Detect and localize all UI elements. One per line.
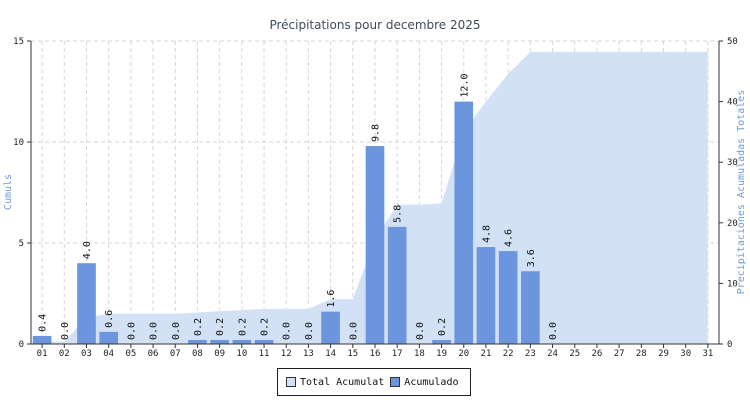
x-tick-label: 17 [392,349,403,359]
right-tick-label: 10 [727,279,738,289]
bar-value-label: 0.0 [304,322,315,340]
bar-value-labels: 0.4 0.0 4.0 0.6 0.0 0.0 0.0 0.2 0.2 0.2 0.2 0.0 0.0 1… [38,74,559,340]
legend-item-total: Total Acumulat [286,377,384,388]
x-tick-label: 30 [680,349,691,359]
chart-title: Précipitations pour decembre 2025 [269,18,480,32]
bar-day-21 [476,247,496,344]
bar-day-11 [254,339,274,344]
bar-day-01 [32,335,52,344]
bar-value-label: 0.0 [282,322,293,340]
x-tick-label: 20 [458,349,469,359]
x-tick-label: 18 [414,349,425,359]
cumulative-area-path [42,51,708,345]
bar-day-16 [365,146,385,344]
x-tick-label: 28 [636,349,647,359]
x-tick-label: 19 [436,349,447,359]
bar-value-label: 4.0 [82,241,93,259]
bar-value-label: 0.6 [104,310,115,328]
x-tick-label: 25 [569,349,580,359]
bar-day-22 [498,251,518,344]
x-tick-label: 05 [125,349,136,359]
x-tick-label: 03 [81,349,92,359]
right-tick-label: 0 [727,340,732,350]
bar-value-label: 0.0 [149,322,160,340]
x-tick-label: 13 [303,349,314,359]
x-tick-label: 08 [192,349,203,359]
left-tick-label: 5 [19,239,24,249]
bar-day-14 [321,311,340,344]
bar-day-04 [99,331,118,344]
legend-item-acumulado: Acumulado [390,377,458,388]
right-tick-label: 40 [727,98,738,108]
x-tick-label: 22 [503,349,514,359]
bar-value-label: 0.2 [260,318,271,336]
bar-value-label: 0.2 [437,318,448,336]
daily-bars [32,101,540,344]
x-tick-label: 29 [658,349,669,359]
x-tick-label: 24 [547,349,558,359]
bar-value-label: 4.8 [481,225,492,243]
x-tick-label: 10 [236,349,247,359]
x-tick-label: 12 [281,349,292,359]
bar-day-19 [432,339,451,344]
bar-value-label: 0.4 [38,314,49,332]
bar-value-label: 3.6 [526,249,537,267]
x-tick-label: 27 [614,349,625,359]
x-tick-label: 09 [214,349,225,359]
bar-value-label: 1.6 [326,290,337,308]
legend-label-acumulado: Acumulado [404,376,459,388]
left-tick-label: 10 [13,138,24,148]
bar-day-17 [387,226,407,344]
bar-value-label: 0.0 [171,322,182,340]
cumulative-area [42,51,708,345]
right-tick-label: 20 [727,219,738,229]
bar-value-label: 0.0 [548,322,559,340]
left-tick-label: 0 [19,340,24,350]
bar-day-09 [210,339,229,344]
x-tick-label: 21 [481,349,492,359]
bar-value-label: 0.2 [237,318,248,336]
bar-day-23 [521,271,540,344]
bar-value-label: 9.8 [371,124,382,142]
bar-value-label: 5.8 [393,205,404,223]
bar-value-label: 0.0 [60,322,71,340]
x-tick-label: 06 [148,349,159,359]
legend-swatch-area [286,377,296,387]
right-tick-label: 50 [727,37,738,47]
bar-day-20 [454,101,474,344]
bar-value-label: 0.0 [348,322,359,340]
bar-value-label: 12.0 [459,74,470,98]
left-tick-label: 15 [13,37,24,47]
left-axis-title: Cumuls [3,174,14,210]
x-tick-label: 16 [370,349,381,359]
x-tick-label: 04 [103,349,114,359]
x-tick-label: 11 [259,349,270,359]
bar-value-label: 4.6 [504,229,515,247]
chart-legend: Total Acumulat Acumulado [277,368,471,396]
x-tick-label: 31 [702,349,713,359]
bar-day-10 [232,339,252,344]
x-tick-label: 26 [592,349,603,359]
x-tick-label: 07 [170,349,181,359]
x-tick-label: 15 [347,349,358,359]
right-axis-title: Precipitaciones Acumuladas Totales [736,90,747,295]
bar-value-label: 0.0 [415,322,426,340]
legend-swatch-bar [390,377,401,387]
legend-label-total: Total Acumulat [300,376,385,388]
right-tick-label: 30 [727,158,738,168]
bar-value-label: 0.2 [193,318,204,336]
bar-value-label: 0.2 [215,318,226,336]
x-tick-label: 01 [37,349,48,359]
x-tick-label: 23 [525,349,536,359]
x-tick-label: 02 [59,349,70,359]
x-tick-label: 14 [325,349,336,359]
bar-day-03 [77,263,96,344]
bar-value-label: 0.0 [126,322,137,340]
bar-day-08 [188,339,207,344]
